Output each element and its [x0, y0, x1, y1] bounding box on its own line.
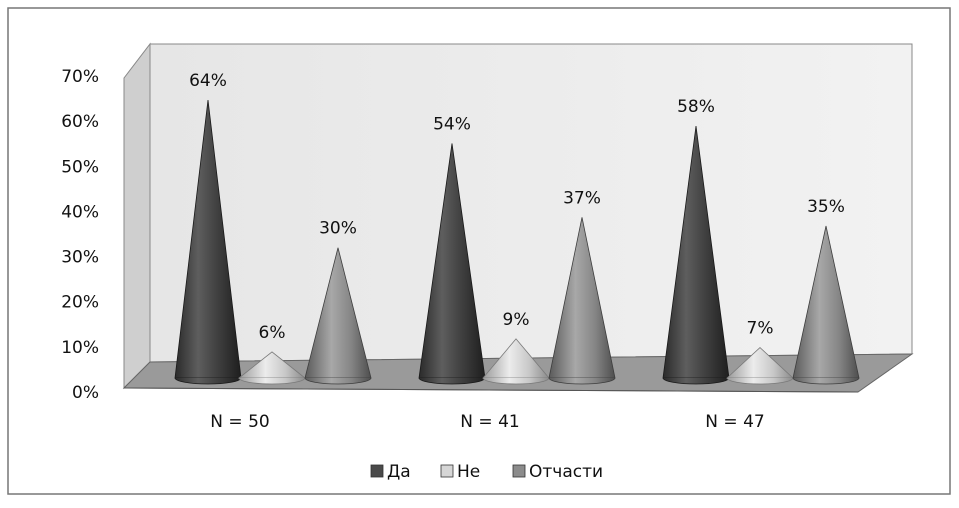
- y-tick-label: 40%: [61, 202, 99, 222]
- y-tick-label: 60%: [61, 112, 99, 132]
- cone-base: [174, 377, 242, 385]
- legend-swatch: [440, 464, 454, 478]
- cone-base: [482, 377, 550, 385]
- data-label: 37%: [563, 188, 601, 208]
- cone: [304, 247, 372, 385]
- y-tick-label: 0%: [72, 383, 99, 403]
- cone-base: [792, 377, 860, 385]
- cone: [792, 225, 860, 385]
- legend-item: Да: [370, 462, 411, 482]
- legend-label: Не: [457, 462, 480, 482]
- data-label: 30%: [319, 219, 357, 239]
- data-labels: 64% 6% 30% 54% 9% 37% 58% 7% 35%: [189, 71, 845, 343]
- cone: [482, 338, 550, 385]
- side-wall: [123, 42, 151, 390]
- cone-base: [238, 377, 306, 385]
- cone-base: [726, 377, 794, 385]
- y-tick-label: 30%: [61, 248, 99, 268]
- x-tick-label: N = 47: [705, 412, 764, 432]
- data-label: 54%: [433, 114, 471, 134]
- cone: [662, 126, 730, 385]
- legend-swatch: [370, 464, 384, 478]
- floor-front-edge: [123, 387, 859, 393]
- y-tick-label: 70%: [61, 67, 99, 87]
- y-tick-label: 50%: [61, 157, 99, 177]
- data-label: 58%: [677, 97, 715, 117]
- cone-base: [418, 377, 486, 385]
- legend-label: Да: [387, 462, 411, 482]
- y-axis: 0% 10% 20% 30% 40% 50% 60% 70%: [61, 67, 99, 403]
- cones: [174, 100, 860, 385]
- x-tick-label: N = 41: [460, 412, 519, 432]
- back-wall: [149, 43, 913, 363]
- data-label: 64%: [189, 71, 227, 91]
- cone-base: [662, 377, 730, 385]
- data-label: 9%: [503, 310, 530, 330]
- x-axis: N = 50 N = 41 N = 47: [210, 412, 764, 432]
- cone: [548, 217, 616, 385]
- cone: [418, 143, 486, 385]
- x-tick-label: N = 50: [210, 412, 269, 432]
- legend-swatch: [512, 464, 526, 478]
- data-label: 6%: [259, 323, 286, 343]
- legend-item: Отчасти: [512, 462, 603, 482]
- legend-item: Не: [440, 462, 480, 482]
- data-label: 35%: [807, 197, 845, 217]
- cone: [725, 347, 795, 385]
- legend-label: Отчасти: [529, 462, 603, 482]
- cone-base: [304, 377, 372, 385]
- cone-base: [548, 377, 616, 385]
- y-tick-label: 10%: [61, 338, 99, 358]
- cone: [174, 100, 242, 385]
- data-label: 7%: [747, 319, 774, 339]
- legend: Да Не Отчасти: [370, 462, 603, 482]
- y-tick-label: 20%: [61, 293, 99, 313]
- cone: [237, 351, 307, 385]
